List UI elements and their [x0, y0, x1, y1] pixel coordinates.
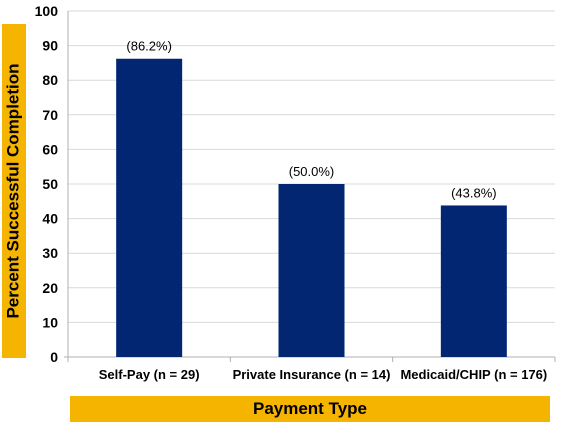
bar: [278, 184, 345, 357]
data-label: (43.8%): [451, 185, 497, 200]
y-tick-label: 50: [42, 176, 58, 192]
y-tick-label: 40: [42, 211, 58, 227]
y-tick-label: 60: [42, 141, 58, 157]
y-axis-label: Percent Successful Completion: [4, 63, 24, 319]
bar: [440, 205, 507, 357]
y-tick-label: 90: [42, 38, 58, 54]
y-tick-label: 30: [42, 245, 58, 261]
y-tick-label: 10: [42, 314, 58, 330]
x-axis-label: Payment Type: [252, 399, 367, 418]
x-tick-label: Medicaid/CHIP (n = 176): [400, 367, 547, 382]
x-tick-label: Self-Pay (n = 29): [99, 367, 200, 382]
y-tick-label: 100: [35, 3, 59, 19]
x-tick-label: Private Insurance (n = 14): [233, 367, 391, 382]
bar: [116, 58, 183, 358]
y-tick-label: 20: [42, 280, 58, 296]
y-axis-label-band: Percent Successful Completion: [2, 24, 26, 358]
y-tick-label: 0: [50, 349, 58, 365]
y-tick-label: 70: [42, 107, 58, 123]
data-label: (86.2%): [126, 39, 172, 54]
y-tick-label: 80: [42, 72, 58, 88]
x-axis-label-band: Payment Type: [70, 396, 550, 422]
data-label: (50.0%): [289, 164, 335, 179]
